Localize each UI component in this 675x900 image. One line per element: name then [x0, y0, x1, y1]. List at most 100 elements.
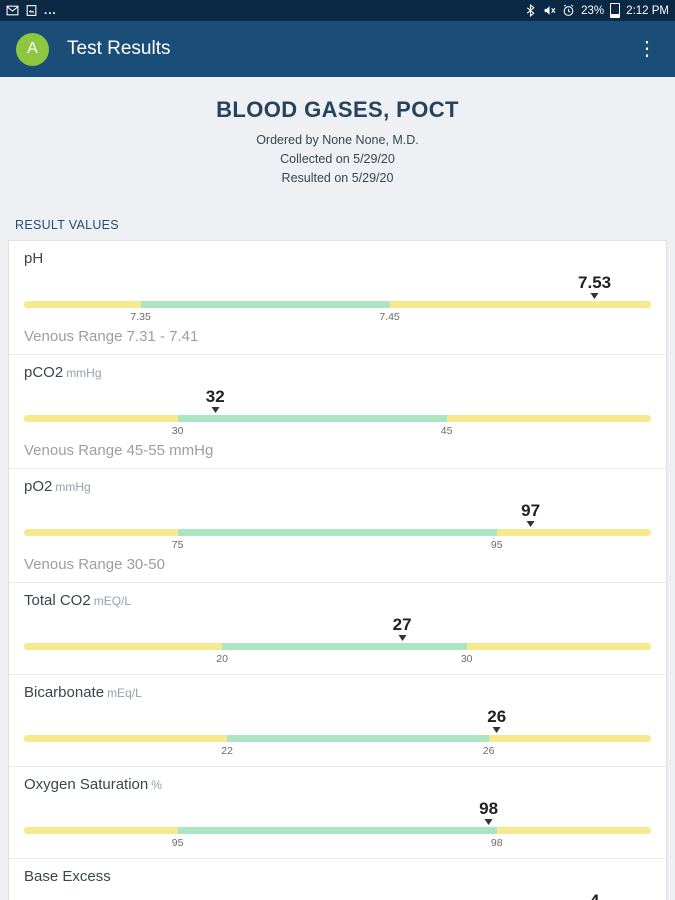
report-header: BLOOD GASES, POCT Ordered by None None, …: [0, 77, 675, 188]
status-bar: ... 23% 2:12 PM: [0, 0, 675, 21]
value-pointer: 4: [590, 892, 599, 900]
result-gauge: 97 75 95: [24, 502, 651, 552]
result-unit: mEQ/L: [93, 594, 132, 608]
tick-label-low: 20: [216, 653, 228, 665]
normal-range-segment: [177, 415, 447, 422]
mute-icon: [543, 4, 556, 17]
normal-range-segment: [222, 643, 467, 650]
venous-range-note: Venous Range 7.31 - 7.41: [24, 328, 199, 345]
result-name-line: Oxygen Saturation%: [24, 776, 651, 794]
result-name: pCO2: [24, 364, 64, 381]
normal-range-segment: [177, 529, 497, 536]
range-bar: [24, 735, 651, 742]
value-marker-icon: [492, 727, 501, 733]
result-gauge: 7.53 7.35 7.45: [24, 274, 651, 324]
result-name-line: Base Excess: [24, 868, 651, 886]
result-name: Oxygen Saturation: [24, 776, 149, 793]
more-notifications-icon: ...: [44, 4, 57, 17]
result-row: Total CO2 mEQ/L 27 20 30: [9, 583, 666, 675]
tick-label-high: 45: [440, 425, 453, 437]
result-gauge: 26 22 26: [24, 708, 651, 758]
result-gauge: 27 20 30: [24, 616, 651, 666]
result-row: Bicarbonate mEq/L 26 22 26: [9, 675, 666, 767]
result-row: Oxygen Saturation% 98 95 98: [9, 767, 666, 859]
report-title: BLOOD GASES, POCT: [216, 97, 459, 122]
tick-label-high: 7.45: [379, 311, 400, 323]
collected-line: Collected on 5/29/20: [280, 152, 395, 166]
tick-label-low: 75: [171, 539, 184, 551]
normal-range-segment: [140, 301, 390, 308]
value-pointer: 26: [487, 708, 506, 733]
tick-label-low: 30: [171, 425, 184, 437]
result-row: Base Excess 4 0 2: [9, 859, 666, 900]
status-time: 2:12 PM: [626, 4, 669, 17]
result-row: pCO2 mmHg 32 30 45 Venous Range 45-55 mmH…: [9, 355, 666, 469]
value-pointer: 27: [393, 616, 412, 641]
resulted-line: Resulted on 5/29/20: [281, 171, 394, 185]
result-name: Total CO2: [24, 592, 91, 609]
result-unit: mEq/L: [107, 686, 142, 700]
result-gauge: 32 30 45: [24, 388, 651, 438]
tick-label-low: 95: [171, 837, 184, 849]
range-bar: [24, 301, 651, 308]
result-unit: mmHg: [55, 480, 91, 494]
battery-icon: [610, 3, 621, 18]
tick-label-low: 22: [221, 745, 233, 757]
range-bar: [24, 415, 651, 422]
result-value: 7.53: [578, 273, 612, 292]
status-bar-system: 23% 2:12 PM: [524, 3, 669, 18]
value-marker-icon: [211, 407, 220, 413]
result-name-line: pCO2 mmHg: [24, 364, 651, 382]
result-name-line: pH: [24, 250, 651, 268]
value-pointer: 7.53: [578, 274, 611, 299]
result-value: 97: [521, 501, 541, 520]
value-marker-icon: [484, 819, 493, 825]
result-value: 98: [479, 799, 499, 818]
result-value: 4: [590, 892, 599, 900]
page-title: Test Results: [67, 38, 171, 59]
result-unit: %: [151, 778, 162, 792]
result-row: pH 7.53 7.35 7.45 Venous Range 7.31 - 7.…: [9, 241, 666, 355]
result-value: 32: [205, 387, 225, 406]
battery-percent: 23%: [581, 4, 605, 17]
result-gauge: 4 0 2: [24, 892, 651, 900]
app-bar: A Test Results ⋮: [0, 21, 675, 77]
range-bar: [24, 643, 651, 650]
overflow-menu-icon[interactable]: ⋮: [637, 38, 657, 60]
venous-range-note: Venous Range 45-55 mmHg: [24, 442, 214, 459]
normal-range-segment: [227, 735, 489, 742]
tick-label-high: 30: [460, 653, 473, 665]
status-bar-notifications: ...: [6, 4, 57, 17]
result-gauge: 98 95 98: [24, 800, 651, 850]
result-value: 27: [392, 615, 412, 634]
normal-range-segment: [177, 827, 497, 834]
result-row: pO2 mmHg 97 75 95 Venous Range 30-50: [9, 469, 666, 583]
tick-label-low: 7.35: [130, 311, 151, 323]
avatar[interactable]: A: [16, 32, 49, 66]
result-name-line: pO2 mmHg: [24, 478, 651, 496]
range-bar: [24, 529, 651, 536]
venous-range-note: Venous Range 30-50: [24, 556, 165, 573]
result-name: Base Excess: [24, 868, 111, 885]
result-name-line: Bicarbonate mEq/L: [24, 684, 651, 702]
result-name-line: Total CO2 mEQ/L: [24, 592, 651, 610]
value-pointer: 98: [479, 800, 498, 825]
result-value: 26: [487, 707, 507, 726]
section-label: RESULT VALUES: [15, 218, 119, 232]
value-pointer: 32: [206, 388, 225, 413]
result-unit: mmHg: [66, 366, 102, 380]
value-marker-icon: [590, 293, 599, 299]
tick-label-high: 95: [490, 539, 503, 551]
ordered-by-line: Ordered by None None, M.D.: [256, 133, 419, 147]
value-marker-icon: [526, 521, 535, 527]
message-icon: [6, 4, 19, 17]
range-bar: [24, 827, 651, 834]
value-marker-icon: [398, 635, 407, 641]
result-name: pO2: [24, 478, 53, 495]
tick-label-high: 98: [490, 837, 503, 849]
result-name: Bicarbonate: [24, 684, 105, 701]
tick-label-high: 26: [482, 745, 495, 757]
result-name: pH: [24, 250, 44, 267]
value-pointer: 97: [521, 502, 540, 527]
